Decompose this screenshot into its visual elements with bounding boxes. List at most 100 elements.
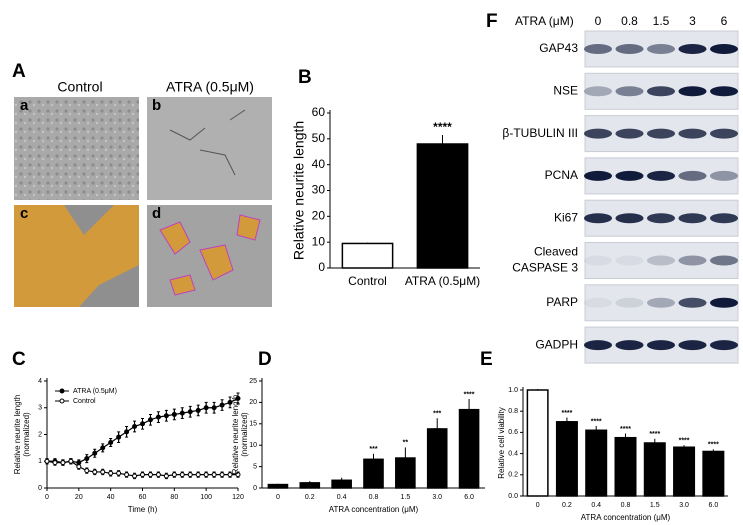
point: [44, 458, 50, 464]
y-tick-label: 15: [249, 421, 257, 428]
blot-band: [647, 128, 675, 139]
bar: [526, 389, 549, 497]
point: [92, 469, 98, 475]
bar: [458, 408, 480, 489]
point: [235, 472, 241, 478]
y-tick-label: 0: [318, 260, 325, 274]
bar: [555, 421, 578, 497]
point: [203, 405, 209, 411]
blot-band: [615, 297, 644, 308]
blot-band: [647, 86, 675, 97]
y-tick-label: 5: [253, 463, 257, 470]
bar: [331, 479, 352, 489]
blot-band: [584, 340, 612, 351]
blot-band: [615, 44, 644, 54]
point: [124, 429, 130, 435]
y-tick-label: 0.8: [508, 408, 518, 415]
point: [219, 472, 225, 478]
y-axis-label: (normalized): [240, 412, 249, 457]
image-letter: c: [20, 205, 28, 222]
dose-label: 6: [721, 14, 728, 28]
blot-band: [678, 44, 707, 54]
point: [140, 472, 145, 478]
blot-band: [584, 213, 612, 224]
y-tick-label: 2: [38, 431, 42, 438]
point: [187, 409, 193, 415]
significance-label: ****: [591, 418, 602, 425]
panel-label: F: [486, 11, 498, 32]
error-bar: [369, 453, 378, 460]
bar: [395, 457, 416, 489]
panel-label: E: [480, 349, 493, 370]
point: [140, 421, 145, 427]
blot-band: [647, 297, 675, 308]
point: [171, 411, 177, 417]
error-bar: [433, 418, 442, 430]
bar: [299, 482, 321, 489]
x-tick-label: 0.4: [337, 494, 347, 501]
legend-marker: [59, 388, 65, 394]
blot-band: [615, 170, 644, 181]
point: [179, 410, 185, 416]
point: [52, 460, 58, 466]
significance-label: ****: [561, 410, 572, 417]
point: [147, 417, 153, 423]
blot-band: [678, 170, 707, 181]
legend-label: Control: [73, 398, 96, 405]
column-title: Control: [57, 79, 102, 95]
bar: [585, 429, 608, 497]
blot-band: [615, 86, 644, 97]
significance-label: ****: [679, 437, 690, 444]
significance-label: ***: [369, 446, 377, 453]
column-title: ATRA (0.5μM): [166, 79, 254, 95]
image-letter: a: [20, 97, 29, 114]
dose-label: 0.8: [621, 14, 638, 28]
panel-label: A: [12, 61, 26, 82]
blot-band: [615, 340, 644, 351]
image-letter: b: [152, 97, 161, 114]
y-axis-label: Relative neurite length: [13, 395, 22, 475]
y-tick-label: 0.2: [508, 472, 518, 479]
point: [68, 458, 74, 464]
protein-label: PCNA: [545, 168, 578, 182]
bar: [267, 483, 289, 489]
bar: [341, 242, 394, 269]
x-tick-label: ATRA (0.5μM): [405, 274, 480, 288]
y-tick-label: 0.4: [508, 450, 518, 457]
image-letter: d: [152, 205, 161, 222]
series-line: [47, 397, 239, 464]
point: [84, 468, 90, 474]
x-tick-label: 60: [139, 494, 147, 501]
x-tick-label: 1.5: [400, 494, 410, 501]
blot-band: [710, 213, 738, 224]
point: [219, 402, 225, 408]
blot-band: [647, 44, 675, 54]
micrograph: [14, 97, 272, 307]
point: [60, 460, 66, 466]
point: [163, 413, 169, 419]
blot-band: [615, 255, 644, 266]
point: [76, 464, 82, 470]
x-tick-label: 1.5: [650, 502, 660, 509]
y-tick-label: 4: [38, 378, 42, 385]
y-tick-label: 1.0: [508, 387, 518, 394]
y-tick-label: 50: [312, 131, 326, 145]
x-tick-label: Control: [348, 274, 387, 288]
blot-band: [678, 297, 707, 308]
panel-label: D: [258, 349, 272, 370]
y-axis-label: Relative neurite length: [231, 395, 240, 475]
y-tick-label: 0.6: [508, 429, 518, 436]
point: [211, 405, 217, 411]
x-tick-label: 0: [45, 494, 49, 501]
x-tick-label: 0.4: [591, 502, 601, 509]
point: [100, 469, 106, 475]
blot-band: [710, 44, 738, 54]
blot-band: [678, 213, 707, 224]
point: [108, 470, 114, 476]
y-tick-label: 30: [312, 183, 326, 197]
y-tick-label: 60: [312, 105, 326, 119]
point: [195, 407, 201, 413]
blot-band: [710, 128, 738, 139]
blot-band: [710, 255, 738, 266]
